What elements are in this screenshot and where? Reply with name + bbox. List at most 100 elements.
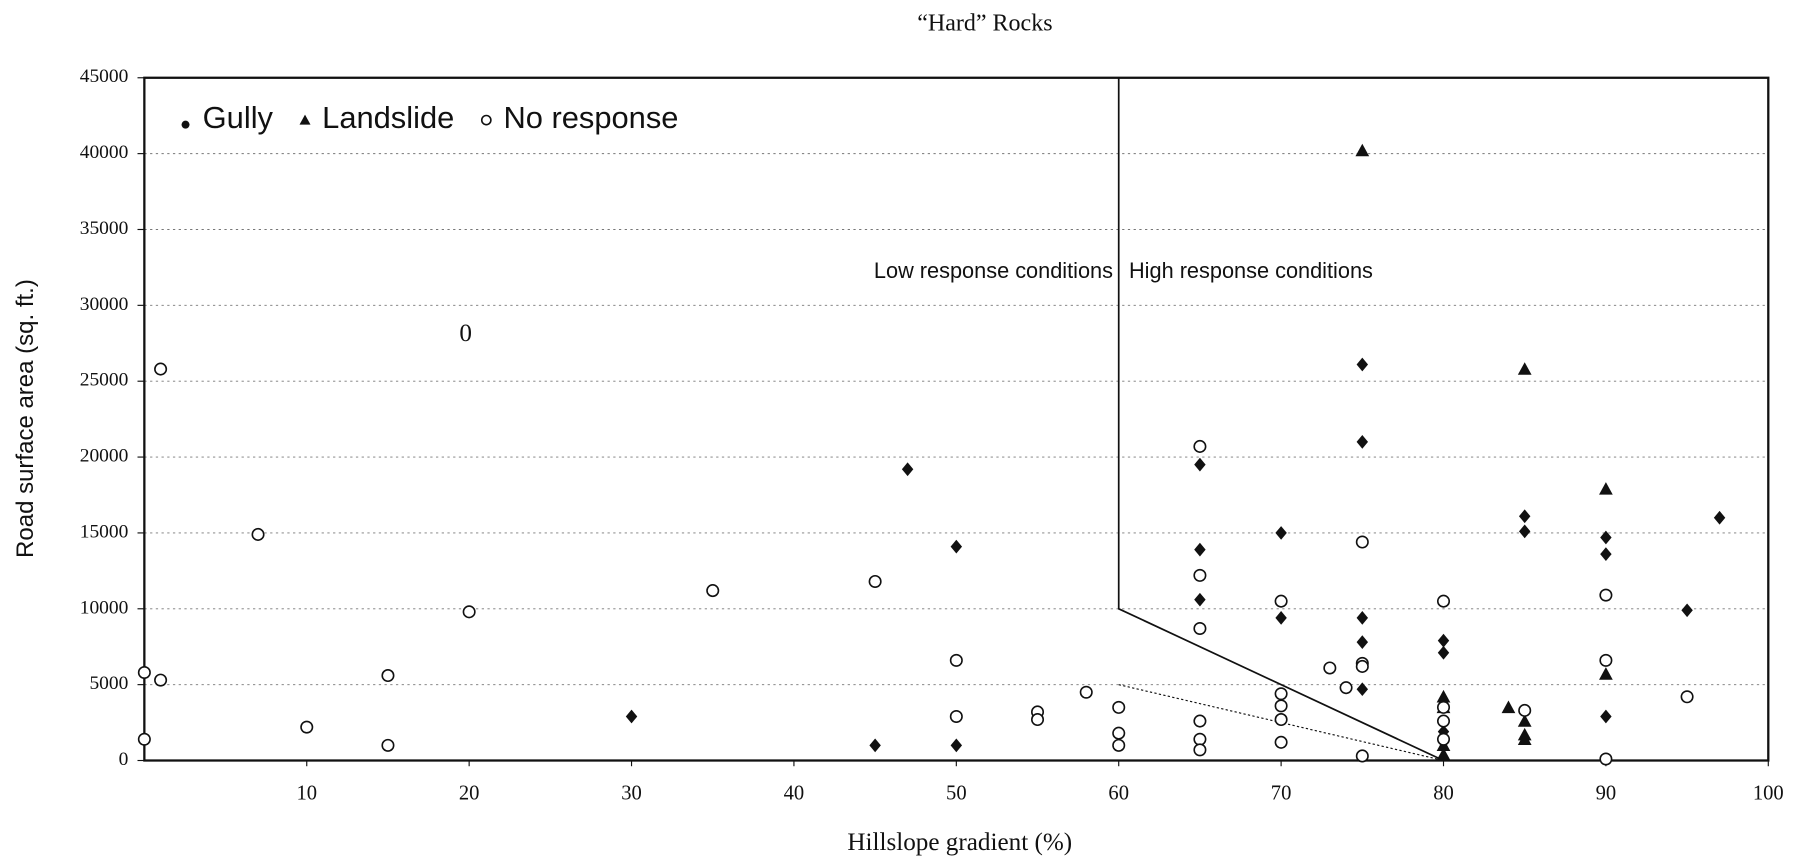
- x-tick-label: 80: [1433, 783, 1454, 805]
- gully-point: [1275, 611, 1287, 625]
- no-response-point: [137, 732, 151, 746]
- landslide-point: [1355, 143, 1370, 157]
- landslide-point: [1436, 689, 1451, 703]
- x-tick-label: 60: [1108, 783, 1129, 805]
- x-tick-label: 90: [1596, 783, 1617, 805]
- landslide-point: [1599, 667, 1613, 680]
- no-response-point: [1599, 588, 1613, 602]
- no-response-point: [1079, 685, 1093, 699]
- gully-point: [869, 738, 881, 753]
- no-response-point: [949, 709, 963, 724]
- x-axis-label: Hillslope gradient (%): [847, 829, 1072, 856]
- no-response-point: [1436, 714, 1451, 728]
- x-tick-label: 50: [946, 783, 967, 805]
- no-response-point: [1323, 661, 1337, 675]
- gully-point: [950, 539, 963, 554]
- x-tick-label: 70: [1271, 783, 1292, 805]
- y-tick-label: 5000: [89, 673, 128, 694]
- landslide-point: [1501, 700, 1516, 714]
- no-response-point: [1680, 690, 1694, 704]
- x-tick-label: 40: [784, 783, 805, 805]
- y-tick-label: 25000: [80, 370, 129, 391]
- legend-label: Gully: [203, 100, 274, 135]
- gully-point: [1194, 592, 1206, 607]
- x-tick-label: 30: [621, 783, 642, 805]
- no-response-point: [1436, 594, 1451, 608]
- no-response-point: [1193, 714, 1207, 728]
- no-response-point: [1112, 726, 1126, 740]
- gully-point: [1437, 645, 1450, 660]
- no-response-point: [1274, 699, 1288, 713]
- no-response-point: [1031, 713, 1045, 727]
- gully-point: [901, 462, 914, 477]
- annotation: Low response conditions: [874, 258, 1113, 283]
- y-axis-label: Road surface area (sq. ft.): [12, 279, 39, 558]
- no-response-point: [1193, 743, 1207, 757]
- plot-frame: [143, 76, 1770, 762]
- legend-label: No response: [503, 100, 678, 135]
- no-response-point: [381, 669, 395, 683]
- gully-point: [1356, 682, 1369, 697]
- no-response-point: [381, 738, 395, 752]
- gully-point: [1356, 635, 1369, 650]
- no-response-point: [949, 653, 963, 667]
- landslide-point: [1517, 362, 1532, 375]
- no-response-point: [154, 673, 168, 687]
- y-tick-label: 30000: [80, 294, 129, 315]
- no-response-point: [1274, 735, 1288, 749]
- gully-point: [1356, 435, 1369, 449]
- gully-point: [1356, 611, 1369, 625]
- no-response-point: [137, 665, 151, 680]
- no-response-point: [1339, 681, 1353, 695]
- legend-label: Landslide: [322, 100, 454, 135]
- gully-point: [1518, 524, 1531, 539]
- y-tick-label: 15000: [80, 521, 129, 542]
- no-response-point: [1599, 752, 1613, 766]
- y-tick-label: 45000: [80, 66, 129, 87]
- legend-marker: [480, 114, 492, 126]
- gully-point: [1600, 547, 1612, 562]
- no-response-point: [1193, 621, 1207, 636]
- gully-point: [950, 738, 963, 753]
- gully-point: [1275, 526, 1287, 540]
- no-response-point: [1193, 568, 1207, 582]
- no-response-point: [868, 574, 882, 588]
- annotation: High response conditions: [1129, 258, 1373, 283]
- gully-point: [1194, 457, 1206, 472]
- no-response-point: [1112, 700, 1126, 714]
- gully-point: [625, 709, 638, 724]
- threshold-line: [1117, 77, 1444, 762]
- gully-point: [1600, 709, 1612, 724]
- legend-marker: [299, 114, 311, 125]
- y-tick-label: 40000: [80, 142, 129, 163]
- gully-point: [1713, 510, 1726, 525]
- x-tick-label: 10: [296, 783, 317, 805]
- no-response-point: [1193, 439, 1207, 453]
- no-response-point: [1599, 653, 1613, 667]
- no-response-point: [1274, 594, 1288, 608]
- no-response-point: [1355, 535, 1369, 549]
- landslide-point: [1517, 714, 1532, 727]
- no-response-point: [154, 362, 168, 376]
- gully-point: [1437, 633, 1450, 648]
- no-response-point: [1112, 738, 1126, 752]
- no-response-point: [462, 605, 476, 619]
- no-response-point: [706, 584, 720, 598]
- gully-point: [1518, 509, 1531, 524]
- y-tick-label: 0: [119, 749, 129, 770]
- chart-title: “Hard” Rocks: [917, 11, 1052, 37]
- no-response-point: [1274, 687, 1288, 701]
- gully-point: [1681, 603, 1693, 618]
- no-response-point: [1436, 732, 1451, 746]
- x-tick-label: 100: [1753, 783, 1784, 805]
- x-tick-label: 20: [459, 783, 480, 805]
- legend-marker: [181, 120, 190, 129]
- no-response-point: [1193, 732, 1207, 746]
- y-tick-label: 10000: [80, 597, 129, 618]
- landslide-point: [1599, 482, 1613, 495]
- no-response-point: [1355, 749, 1369, 763]
- y-tick-label: 20000: [80, 446, 129, 467]
- gully-point: [1194, 542, 1206, 557]
